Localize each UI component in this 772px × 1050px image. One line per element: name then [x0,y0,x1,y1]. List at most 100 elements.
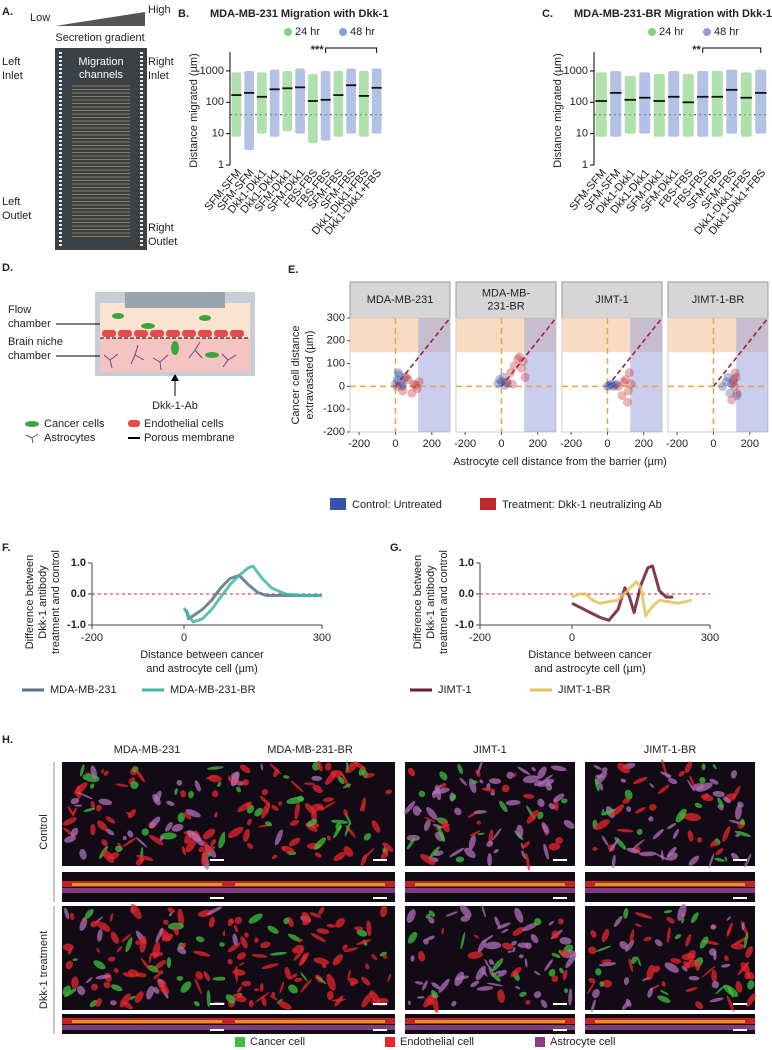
cancer-layer [72,1020,222,1023]
cell [248,913,263,924]
cell [274,829,283,846]
cell [512,946,516,953]
cell [657,784,670,795]
cell [141,828,149,836]
left-outlet: Left [2,196,20,208]
legend-label: 48 hr [350,26,375,38]
cell [208,774,222,783]
cell [283,775,290,779]
cell [90,783,95,789]
cell [548,920,555,926]
cell [460,932,466,950]
y-axis-label: Difference between [24,555,36,650]
cell [316,976,327,985]
cell [592,846,598,851]
significance-bracket [325,47,378,53]
point [398,386,408,396]
x-tick-label: 200 [529,438,547,450]
cell [562,969,568,981]
cell [152,941,161,959]
device-channels [59,52,143,246]
point [622,397,632,407]
y-tick-label: 10 [576,128,588,140]
cell [630,956,638,965]
point-cloud [320,70,331,141]
cell [281,845,295,854]
cell [633,776,648,785]
cell [148,834,164,846]
pillar [59,96,62,98]
cell [103,770,109,776]
cell [460,915,471,922]
cell [344,821,351,837]
pillar [59,64,62,66]
cell [180,790,187,798]
panel-label: D. [2,262,13,274]
cell [484,941,502,950]
point [397,381,407,391]
cell [683,960,690,969]
point [493,379,503,389]
legend-label: JIMT-1 [438,684,472,696]
cell [622,797,631,804]
astrocytes [103,341,237,371]
point-cloud [653,73,665,137]
pillar [140,88,143,90]
point [506,368,516,378]
cell [248,1000,254,1008]
cell [474,934,480,939]
point [403,375,413,385]
gradient-wedge [55,12,145,26]
cell [326,973,336,991]
cell [406,909,416,923]
cell [473,810,487,814]
legend-icon [25,421,39,427]
cell [548,803,556,810]
point-cloud [682,73,694,137]
cell [746,993,756,1007]
point [401,372,411,382]
cell [537,766,547,779]
y-axis-label: treatment and control [50,550,62,654]
pillar [59,76,62,78]
cell [414,981,424,985]
pillar [140,204,143,206]
cell [153,973,160,980]
cell [648,816,654,822]
point [496,377,506,387]
cell [288,933,301,942]
cell [514,907,524,923]
cell [486,982,503,987]
pillar [140,124,143,126]
cell [595,945,612,952]
cell [703,793,709,799]
pillar [140,212,143,214]
y-tick-label: 1.0 [459,557,474,569]
cell [265,821,273,827]
cell [261,789,269,796]
y-axis-label: Cancer cell distance [290,325,302,424]
x-tick-label: -200 [666,438,688,450]
point [396,377,406,387]
cell [523,793,535,799]
point [732,388,742,398]
cell [188,790,194,799]
cell [709,997,724,1003]
cell [525,942,532,950]
pillar [59,204,62,206]
cell [201,850,208,866]
legend-label: MDA-MB-231 [50,684,117,696]
cell [105,828,115,836]
pillar [140,220,143,222]
pillar [140,196,143,198]
point-cloud [711,70,723,137]
facet-title: MDA-MB-231 [367,294,434,306]
cell [417,951,426,962]
cell [488,959,495,965]
cell [616,828,634,833]
cancer-layer [235,1020,385,1023]
cell [65,960,73,970]
pillar [59,232,62,234]
x-tick-label: 0 [181,632,187,644]
